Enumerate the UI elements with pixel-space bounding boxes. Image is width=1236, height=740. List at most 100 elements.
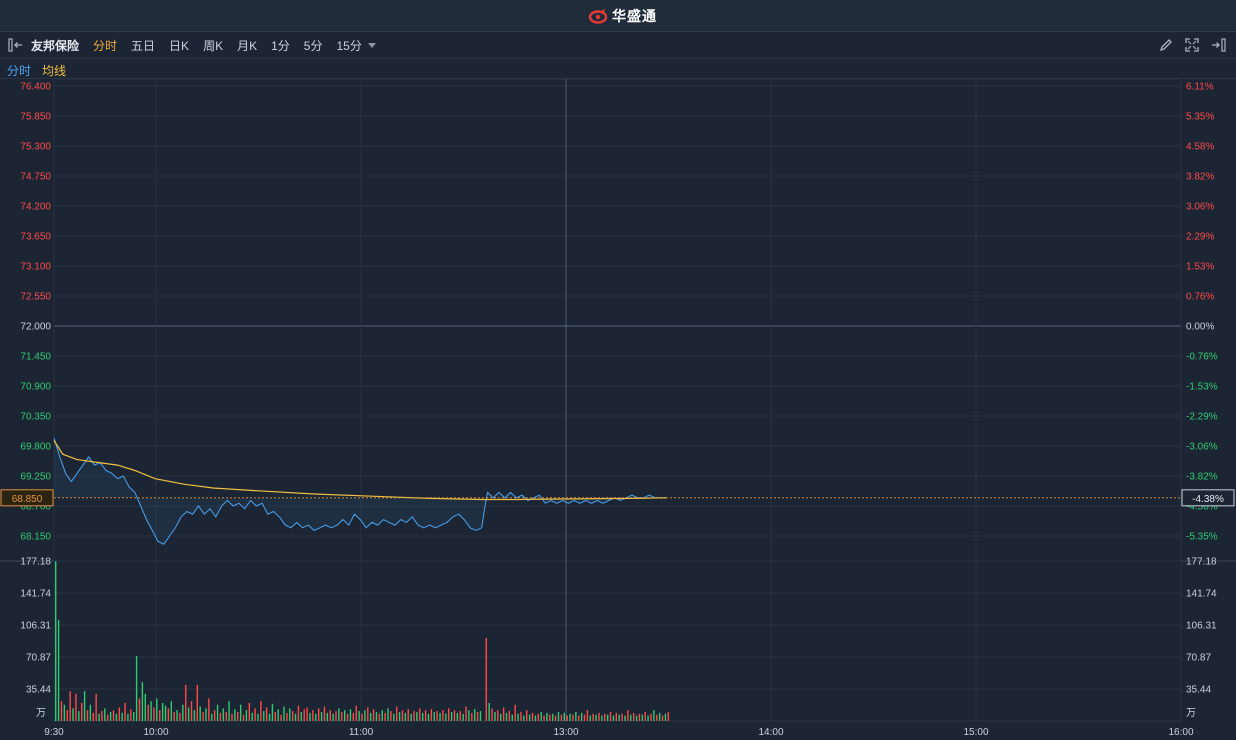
tab-five-day[interactable]: 五日 xyxy=(131,38,156,53)
pct-tick-label: 6.11% xyxy=(1186,82,1214,93)
volume-bar xyxy=(213,710,216,721)
volume-bar xyxy=(395,706,398,721)
volume-bar xyxy=(606,714,609,721)
tab-1-min[interactable]: 1分 xyxy=(271,38,290,53)
fullscreen-icon[interactable] xyxy=(1184,37,1200,53)
tab-intraday[interactable]: 分时 xyxy=(93,38,118,53)
volume-bar xyxy=(618,714,620,721)
price-tick-label: 75.850 xyxy=(20,112,51,123)
volume-bar xyxy=(153,707,155,721)
tab-5-min[interactable]: 5分 xyxy=(303,38,323,53)
volume-bar xyxy=(248,702,251,721)
volume-bar xyxy=(231,713,233,721)
volume-bar xyxy=(586,710,589,721)
price-tick-label: 73.650 xyxy=(20,232,51,243)
brand-name: 华盛通 xyxy=(612,8,657,24)
volume-bar xyxy=(421,712,424,721)
volume-bar xyxy=(569,713,571,721)
volume-tick-label-right: 70.87 xyxy=(1186,653,1211,664)
volume-bar xyxy=(208,698,210,721)
volume-bar xyxy=(508,711,511,721)
volume-bar xyxy=(621,713,623,721)
brand-logo-icon xyxy=(588,9,608,24)
volume-bar xyxy=(549,714,551,721)
volume-bar xyxy=(265,707,268,721)
volume-unit-label-right: 万 xyxy=(1186,708,1196,719)
volume-bar xyxy=(92,712,94,721)
volume-bar xyxy=(323,706,326,721)
volume-bar xyxy=(416,711,418,721)
volume-bar xyxy=(540,711,542,721)
price-tick-label: 70.350 xyxy=(20,412,51,423)
volume-bar xyxy=(89,704,92,721)
volume-bar xyxy=(433,711,435,721)
pct-tick-label: -0.76% xyxy=(1186,352,1218,363)
volume-tick-label: 141.74 xyxy=(20,589,51,600)
volume-bar xyxy=(554,715,557,721)
volume-bar xyxy=(294,713,297,721)
tab-daily-k[interactable]: 日K xyxy=(169,38,190,53)
volume-tick-label-right: 106.31 xyxy=(1186,621,1217,632)
volume-bar xyxy=(609,711,612,721)
volume-bar xyxy=(83,691,86,721)
volume-bar xyxy=(630,714,632,721)
volume-bar xyxy=(138,698,141,721)
volume-bar xyxy=(595,714,597,721)
volume-bar xyxy=(505,712,508,721)
volume-bar xyxy=(419,708,421,721)
volume-bar xyxy=(604,713,606,721)
volume-bar xyxy=(300,711,303,721)
current-change-box xyxy=(1181,489,1235,507)
volume-bar xyxy=(173,711,175,721)
collapse-right-icon[interactable] xyxy=(1210,37,1226,53)
price-tick-label: 71.450 xyxy=(20,352,51,363)
volume-bar xyxy=(413,711,415,721)
volume-unit-label: 万 xyxy=(36,708,46,719)
collapse-left-icon[interactable] xyxy=(8,38,24,52)
draw-pencil-icon[interactable] xyxy=(1158,37,1174,53)
volume-bar xyxy=(491,708,493,721)
volume-bar xyxy=(161,702,164,721)
volume-bar xyxy=(179,712,181,721)
volume-bar xyxy=(531,712,534,721)
volume-bar xyxy=(375,711,378,721)
volume-bar xyxy=(667,711,670,721)
volume-bar xyxy=(133,711,135,721)
volume-bar xyxy=(185,684,187,721)
tab-15-min[interactable]: 15分 xyxy=(336,38,362,53)
tab-monthly-k[interactable]: 月K xyxy=(237,38,258,53)
volume-bar xyxy=(424,710,427,721)
tab-weekly-k[interactable]: 周K xyxy=(203,38,224,53)
volume-bar xyxy=(514,704,516,721)
volume-bar xyxy=(326,712,329,721)
volume-bar xyxy=(303,709,305,721)
volume-bar xyxy=(557,711,560,721)
time-tick-label: 14:00 xyxy=(758,727,783,738)
legend-intraday: 分时 xyxy=(7,64,32,78)
volume-bar xyxy=(367,707,369,721)
volume-bar xyxy=(260,701,262,721)
volume-bar xyxy=(315,713,317,721)
volume-bar xyxy=(228,701,230,721)
pct-tick-label: -4.58% xyxy=(1186,502,1218,513)
volume-bar xyxy=(635,715,638,721)
volume-bar xyxy=(474,709,476,721)
volume-bar xyxy=(494,711,496,721)
volume-bar xyxy=(254,708,256,721)
volume-bar xyxy=(361,713,363,721)
volume-bar xyxy=(638,713,641,721)
time-tick-label: 16:00 xyxy=(1168,727,1193,738)
average-line xyxy=(53,440,667,501)
volume-bar xyxy=(141,682,144,721)
volume-bar xyxy=(647,715,649,721)
volume-bar xyxy=(60,701,63,721)
chevron-down-icon[interactable] xyxy=(367,42,376,48)
volume-bar xyxy=(63,704,66,721)
pct-tick-label: 5.35% xyxy=(1186,112,1214,123)
pct-tick-label: 4.58% xyxy=(1186,142,1214,153)
volume-bar xyxy=(661,715,664,721)
pct-tick-label: -1.53% xyxy=(1186,382,1218,393)
volume-bar xyxy=(329,710,331,721)
volume-bar xyxy=(497,710,499,721)
